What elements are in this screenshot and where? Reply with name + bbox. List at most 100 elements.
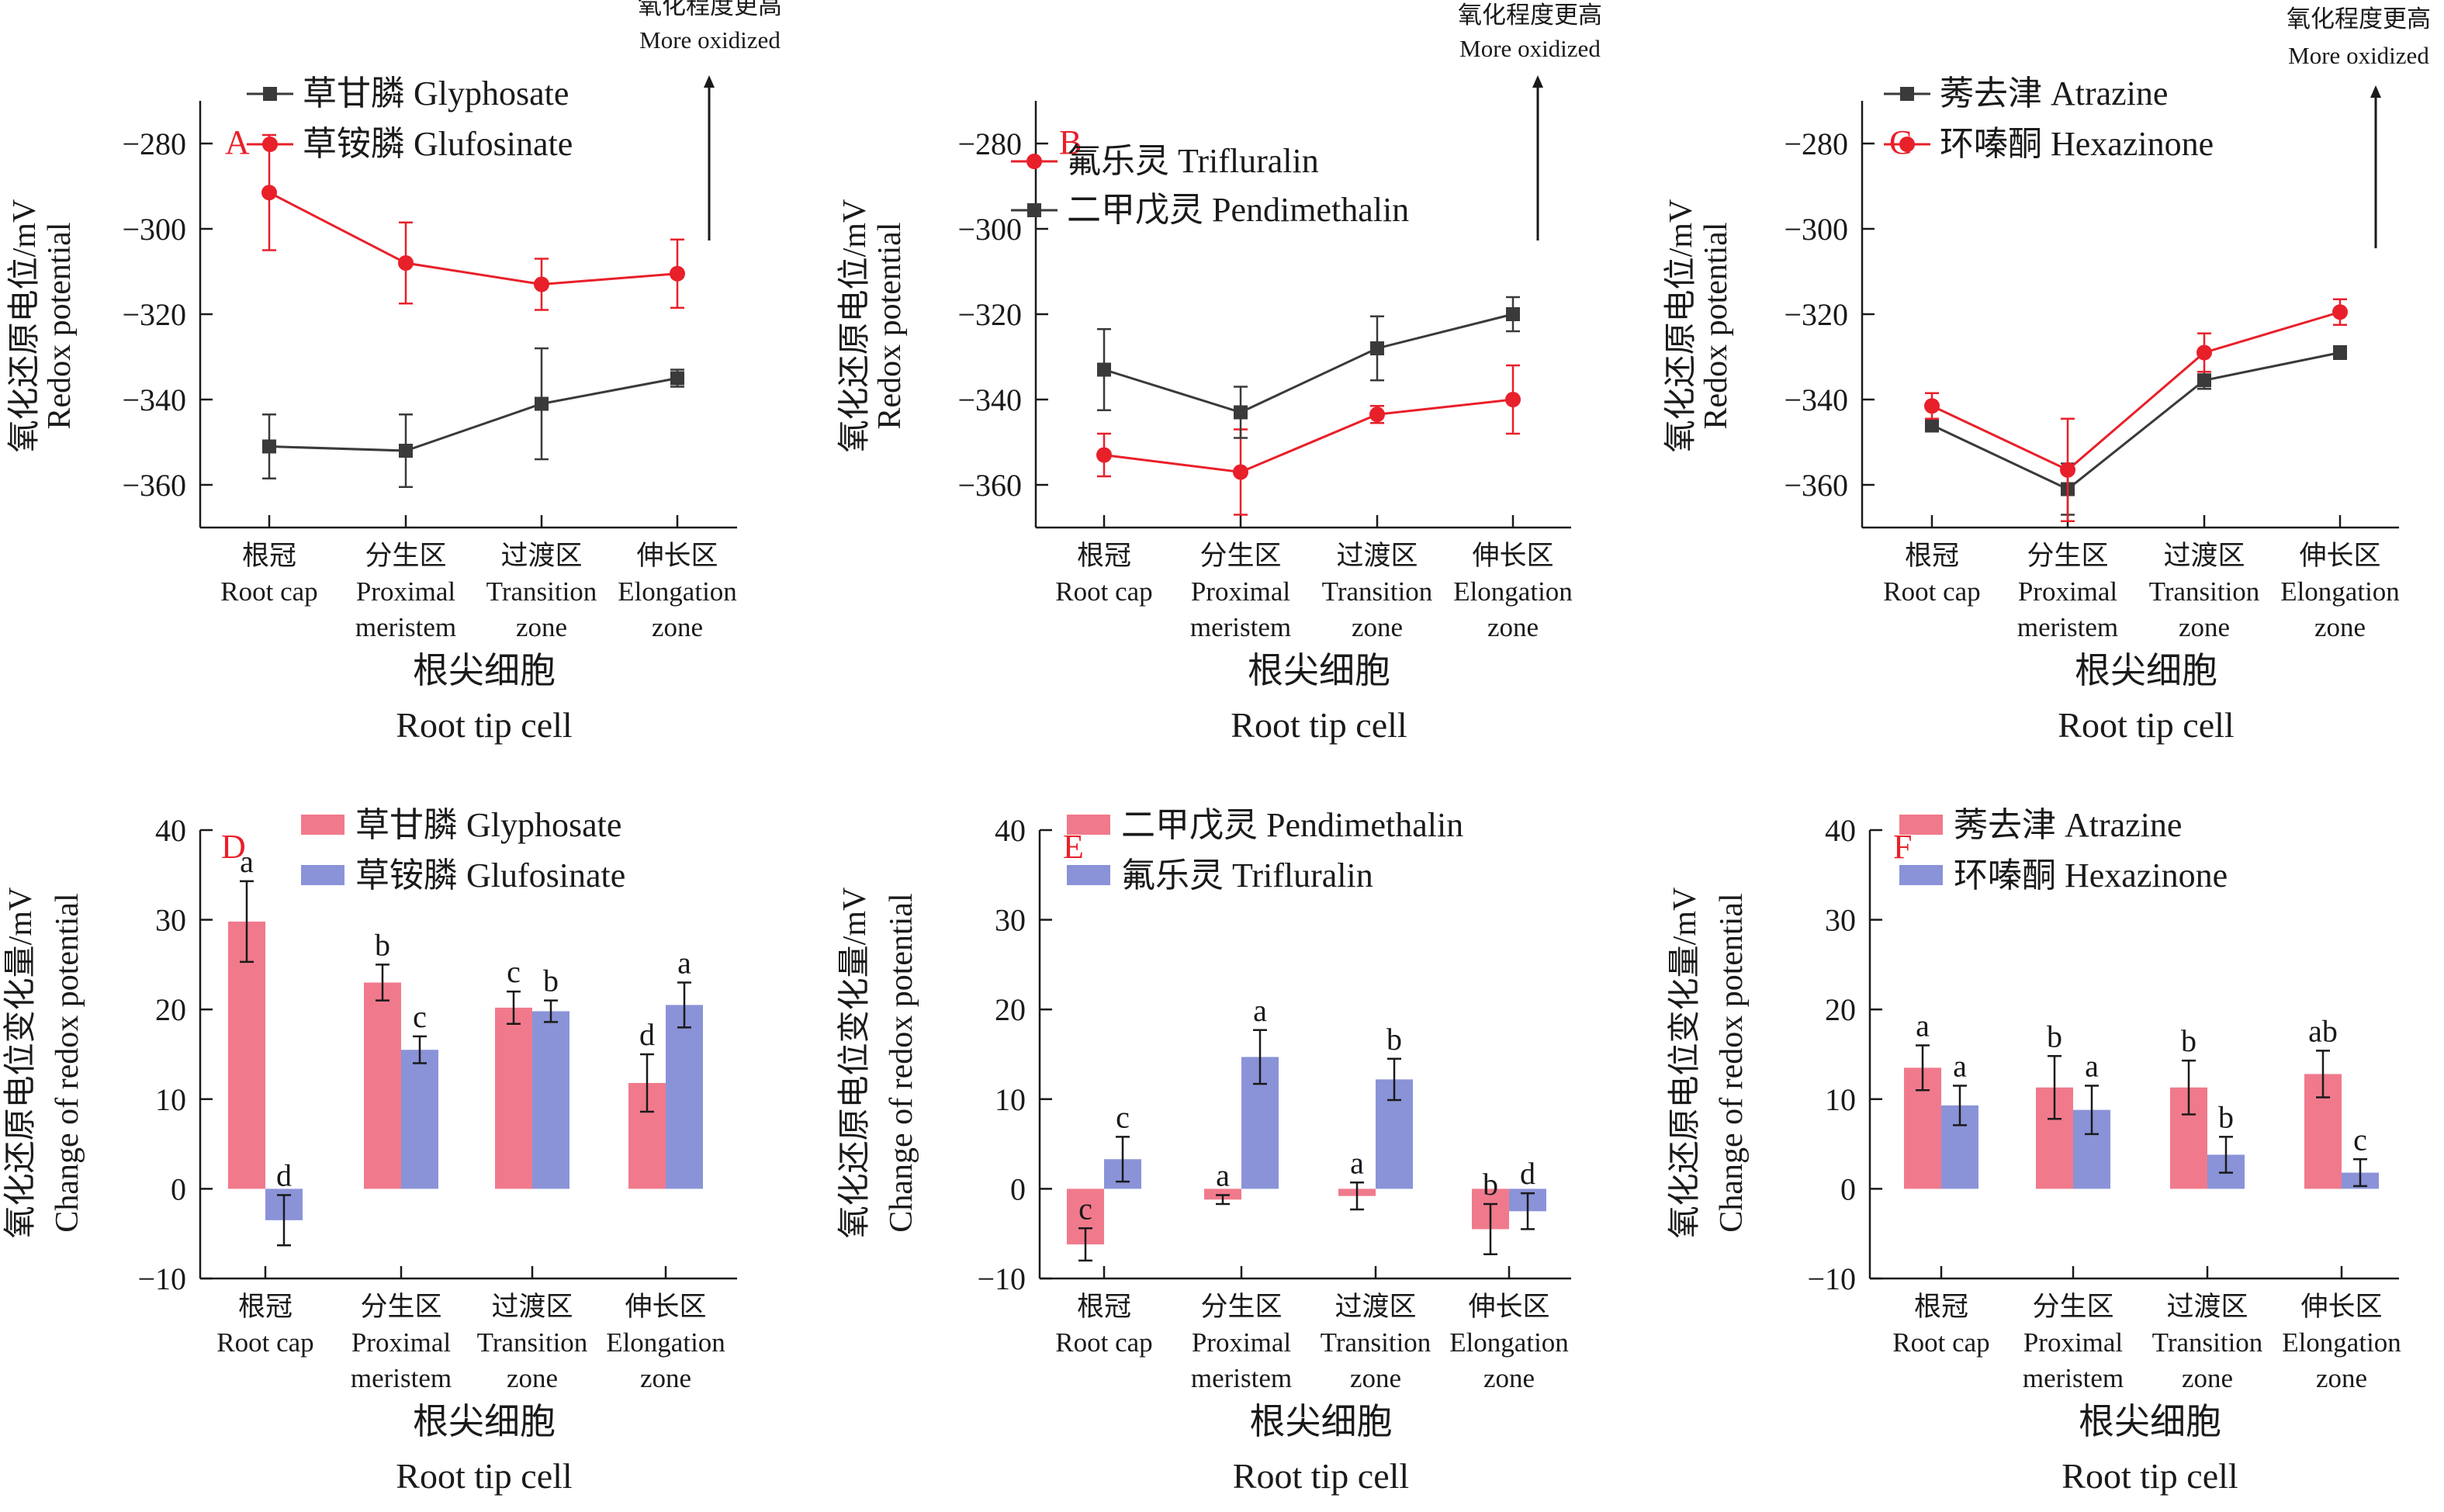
panel-b-x-tick-label: 伸长区 bbox=[1472, 541, 1553, 571]
panel-e-y-tick-label: 40 bbox=[995, 813, 1026, 848]
panel-f-significance-label: a bbox=[2085, 1048, 2099, 1083]
panel-b-data-point bbox=[1097, 362, 1111, 377]
panel-f-x-tick-label: 分生区 bbox=[2032, 1292, 2113, 1322]
panel-d-y-axis-title: 氧化还原电位变化量/mV bbox=[2, 887, 39, 1239]
panel-c-oxidation-arrowhead bbox=[2370, 85, 2381, 98]
panel-f-x-tick-label: Proximal bbox=[2023, 1327, 2124, 1358]
panel-b-letter: B bbox=[1059, 123, 1082, 161]
panel-a-oxidation-arrowhead bbox=[704, 75, 715, 88]
panel-e-significance-label: b bbox=[1483, 1167, 1498, 1202]
panel-b-y-axis-title: 氧化还原电位/mV bbox=[836, 199, 873, 453]
panel-f-x-axis-title: 根尖细胞 bbox=[2079, 1402, 2221, 1441]
panel-e-x-axis-title: Root tip cell bbox=[1233, 1456, 1409, 1496]
panel-d-legend-label: 草甘膦 Glyphosate bbox=[355, 806, 621, 844]
panel-d-x-tick-label: 伸长区 bbox=[625, 1292, 706, 1322]
panel-e-x-tick-label: 分生区 bbox=[1200, 1292, 1282, 1322]
panel-d-significance-label: b bbox=[543, 964, 559, 998]
panel-e-significance-label: a bbox=[1216, 1157, 1230, 1192]
panel-a-data-point bbox=[535, 396, 549, 411]
panel-b-y-axis-title: Redox potential bbox=[872, 222, 908, 429]
panel-b: −280 −300 −320 −340 −360 根冠 Root cap 分生区 Proxima… bbox=[836, 2, 1602, 745]
panel-e-y-tick-label: 30 bbox=[995, 903, 1026, 938]
panel-a-y-axis-title: Redox potential bbox=[42, 222, 78, 429]
panel-e-x-tick-label: 过渡区 bbox=[1335, 1292, 1416, 1322]
panel-b-series-line bbox=[1103, 313, 1514, 414]
panel-c-x-tick-label: zone bbox=[2314, 612, 2366, 642]
panel-a-x-axis-title: Root tip cell bbox=[396, 705, 572, 745]
panel-f-x-tick-label: zone bbox=[2316, 1363, 2367, 1393]
panel-b-data-point bbox=[1096, 447, 1112, 463]
panel-e-x-tick-label: meristem bbox=[1191, 1363, 1292, 1393]
panel-f-y-tick-label: 30 bbox=[1825, 903, 1856, 938]
panel-d-significance-label: c bbox=[413, 999, 427, 1034]
panel-f-significance-label: b bbox=[2181, 1023, 2196, 1058]
panel-b-data-point bbox=[1233, 464, 1248, 480]
panel-b-x-tick-label: zone bbox=[1352, 612, 1403, 642]
panel-b-legend-label: 二甲戊灵 Pendimethalin bbox=[1067, 191, 1409, 229]
panel-d-x-tick-label: 过渡区 bbox=[491, 1292, 573, 1322]
panel-a-x-tick-label: zone bbox=[652, 612, 703, 642]
panel-e-significance-label: d bbox=[1520, 1156, 1535, 1191]
panel-e-y-tick-label: −10 bbox=[977, 1261, 1026, 1296]
panel-c-series-line bbox=[1931, 351, 2341, 491]
panel-c-data-point bbox=[1925, 418, 1939, 432]
panel-c-x-tick-label: 伸长区 bbox=[2299, 541, 2380, 571]
panel-c-legend-marker bbox=[1900, 87, 1914, 101]
panel-e: 40 30 20 10 0 −10 根冠 Root cap 分生区 Proximal meriste… bbox=[836, 806, 1571, 1496]
panel-a-data-point bbox=[262, 439, 276, 454]
panel-d-y-tick-label: 30 bbox=[155, 903, 186, 938]
panel-c-x-axis-title: Root tip cell bbox=[2058, 705, 2234, 745]
panel-a-legend-marker bbox=[263, 87, 277, 101]
panel-b-y-tick-label: −320 bbox=[957, 297, 1022, 332]
panel-b-legend-marker bbox=[1027, 203, 1041, 217]
panel-f-y-tick-label: 40 bbox=[1825, 813, 1856, 848]
panel-e-y-axis-title: 氧化还原电位变化量/mV bbox=[836, 887, 873, 1239]
panel-a-x-tick-label: 根冠 bbox=[242, 541, 296, 571]
panel-c-y-tick-label: −360 bbox=[1784, 468, 1848, 503]
panel-f-x-tick-label: Root cap bbox=[1892, 1327, 1989, 1358]
panel-d-bar bbox=[495, 1007, 532, 1189]
panel-d-x-tick-label: Transition bbox=[477, 1327, 588, 1358]
panel-c-data-point bbox=[2332, 304, 2348, 320]
panel-d-significance-label: a bbox=[240, 844, 254, 879]
panel-e-x-tick-label: Proximal bbox=[1192, 1327, 1292, 1358]
panel-c-series-line bbox=[1931, 310, 2341, 472]
panel-d-significance-label: d bbox=[276, 1157, 292, 1192]
panel-c-data-point bbox=[2196, 344, 2212, 361]
panel-c-legend-label: 莠去津 Atrazine bbox=[1940, 74, 2168, 112]
panel-d-x-tick-label: Proximal bbox=[351, 1327, 452, 1358]
panel-f-significance-label: a bbox=[1953, 1048, 1967, 1083]
panel-a-x-axis-title: 根尖细胞 bbox=[413, 651, 556, 690]
panel-e-y-tick-label: 10 bbox=[995, 1082, 1026, 1117]
panel-a-y-tick-label: −300 bbox=[122, 212, 186, 247]
panel-d-x-tick-label: meristem bbox=[351, 1363, 452, 1393]
panel-d-x-tick-label: 根冠 bbox=[238, 1292, 293, 1322]
panel-c-x-tick-label: Transition bbox=[2149, 576, 2260, 607]
panel-e-x-tick-label: zone bbox=[1483, 1363, 1535, 1393]
panel-d-legend-swatch bbox=[301, 865, 344, 885]
panel-b-data-point bbox=[1506, 307, 1520, 321]
panel-c-y-tick-label: −300 bbox=[1784, 212, 1848, 247]
panel-f-y-tick-label: 10 bbox=[1825, 1082, 1856, 1117]
panel-c-legend-marker bbox=[1899, 137, 1915, 152]
panel-e-significance-label: a bbox=[1253, 993, 1267, 1028]
panel-b-x-tick-label: Root cap bbox=[1055, 576, 1152, 607]
panel-e-significance-label: c bbox=[1116, 1099, 1130, 1134]
panel-b-oxidation-arrowhead bbox=[1532, 75, 1543, 88]
panel-b-data-point bbox=[1369, 407, 1385, 423]
panel-a-series-line bbox=[268, 377, 678, 452]
panel-b-y-tick-label: −300 bbox=[957, 212, 1022, 247]
panel-a-legend-label: 草甘膦 Glyphosate bbox=[303, 74, 569, 112]
panel-a-x-tick-label: 分生区 bbox=[365, 541, 446, 571]
panel-d-x-tick-label: zone bbox=[640, 1363, 691, 1393]
panel-d-letter: D bbox=[221, 828, 246, 866]
panel-b-x-tick-label: Elongation bbox=[1453, 576, 1573, 607]
panel-e-y-tick-label: 20 bbox=[995, 992, 1026, 1027]
panel-f: 40 30 20 10 0 −10 根冠 Root cap 分生区 Proximal meriste… bbox=[1667, 806, 2401, 1496]
panel-d-y-axis-title: Change of redox potential bbox=[50, 893, 85, 1232]
panel-b-y-tick-label: −340 bbox=[957, 382, 1022, 417]
panel-e-significance-label: a bbox=[1350, 1145, 1364, 1180]
panel-e-legend-label: 二甲戊灵 Pendimethalin bbox=[1121, 806, 1463, 844]
panel-b-data-point bbox=[1234, 405, 1248, 420]
